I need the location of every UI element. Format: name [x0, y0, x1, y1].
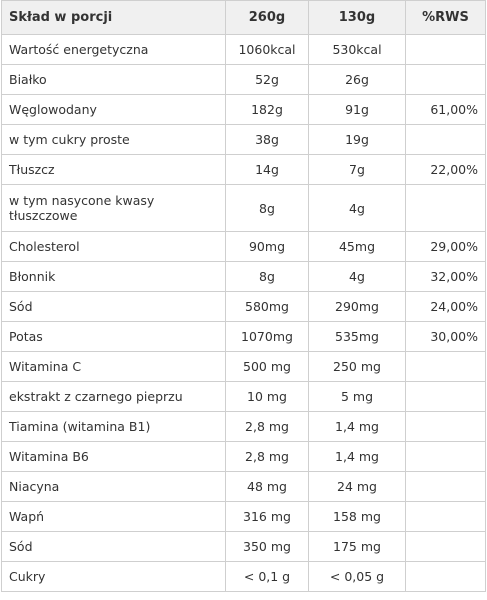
- table-cell: 2,8 mg: [225, 411, 309, 442]
- table-cell: [405, 471, 486, 502]
- table-cell: 7g: [308, 154, 406, 185]
- table-cell: 52g: [225, 64, 309, 95]
- table-cell: 29,00%: [405, 231, 486, 262]
- table-row: Tiamina (witamina B1) 2,8 mg 1,4 mg: [1, 411, 486, 442]
- header-row: Skład w porcji 260g 130g %RWS: [1, 0, 486, 35]
- table-row: Błonnik 8g 4g 32,00%: [1, 261, 486, 292]
- header-cell: Skład w porcji: [1, 0, 226, 35]
- table-cell: Błonnik: [1, 261, 226, 292]
- table-cell: 1,4 mg: [308, 441, 406, 472]
- table-cell: 1060kcal: [225, 34, 309, 65]
- table-cell: 26g: [308, 64, 406, 95]
- table-cell: Tłuszcz: [1, 154, 226, 185]
- table-cell: 30,00%: [405, 321, 486, 352]
- table-cell: [405, 124, 486, 155]
- table-row: Potas 1070mg 535mg 30,00%: [1, 321, 486, 352]
- table-cell: 90mg: [225, 231, 309, 262]
- table-cell: 22,00%: [405, 154, 486, 185]
- table-row: Niacyna 48 mg 24 mg: [1, 471, 486, 502]
- table-cell: Sód: [1, 531, 226, 562]
- table-cell: 24 mg: [308, 471, 406, 502]
- table-cell: 4g: [308, 261, 406, 292]
- table-row: Wapń 316 mg 158 mg: [1, 501, 486, 532]
- table-cell: 500 mg: [225, 351, 309, 382]
- table-row: Witamina B6 2,8 mg 1,4 mg: [1, 441, 486, 472]
- table-cell: 580mg: [225, 291, 309, 322]
- table-cell: 250 mg: [308, 351, 406, 382]
- table-cell: 158 mg: [308, 501, 406, 532]
- table-cell: Potas: [1, 321, 226, 352]
- table-cell: 316 mg: [225, 501, 309, 532]
- header-cell: 260g: [225, 0, 309, 35]
- table-cell: 182g: [225, 94, 309, 125]
- table-cell: Wapń: [1, 501, 226, 532]
- table-cell: 535mg: [308, 321, 406, 352]
- table-cell: 5 mg: [308, 381, 406, 412]
- table-cell: 8g: [225, 184, 309, 232]
- table-cell: 91g: [308, 94, 406, 125]
- table-row: Wartość energetyczna 1060kcal 530kcal: [1, 34, 486, 65]
- table-row: Cholesterol 90mg 45mg 29,00%: [1, 231, 486, 262]
- table-cell: Sód: [1, 291, 226, 322]
- table-cell: 32,00%: [405, 261, 486, 292]
- table-cell: [405, 441, 486, 472]
- table-cell: w tym cukry proste: [1, 124, 226, 155]
- table-cell: [405, 34, 486, 65]
- header-cell: 130g: [308, 0, 406, 35]
- table-cell: [405, 561, 486, 592]
- table-cell: 19g: [308, 124, 406, 155]
- header-cell: %RWS: [405, 0, 486, 35]
- table-cell: ekstrakt z czarnego pieprzu: [1, 381, 226, 412]
- table-cell: 350 mg: [225, 531, 309, 562]
- table-cell: 48 mg: [225, 471, 309, 502]
- table-row: Sód 350 mg 175 mg: [1, 531, 486, 562]
- table-cell: 24,00%: [405, 291, 486, 322]
- table-cell: 61,00%: [405, 94, 486, 125]
- table-body: Wartość energetyczna 1060kcal 530kcal Białk…: [1, 34, 486, 592]
- table-cell: Węglowodany: [1, 94, 226, 125]
- table-cell: < 0,05 g: [308, 561, 406, 592]
- table-cell: Witamina B6: [1, 441, 226, 472]
- table-row: Cukry < 0,1 g < 0,05 g: [1, 561, 486, 592]
- table-cell: 14g: [225, 154, 309, 185]
- table-cell: Białko: [1, 64, 226, 95]
- table-cell: 175 mg: [308, 531, 406, 562]
- table-row: ekstrakt z czarnego pieprzu 10 mg 5 mg: [1, 381, 486, 412]
- table-row: Węglowodany 182g 91g 61,00%: [1, 94, 486, 125]
- table-row: Sód 580mg 290mg 24,00%: [1, 291, 486, 322]
- table-cell: Cholesterol: [1, 231, 226, 262]
- table-cell: 10 mg: [225, 381, 309, 412]
- table-cell: 530kcal: [308, 34, 406, 65]
- table-cell: 1070mg: [225, 321, 309, 352]
- table-cell: Witamina C: [1, 351, 226, 382]
- table-cell: Cukry: [1, 561, 226, 592]
- table-row: Witamina C 500 mg 250 mg: [1, 351, 486, 382]
- table-row: w tym nasycone kwasy tłuszczowe 8g 4g: [1, 184, 486, 232]
- table-cell: 4g: [308, 184, 406, 232]
- table-cell: 290mg: [308, 291, 406, 322]
- table-row: Tłuszcz 14g 7g 22,00%: [1, 154, 486, 185]
- table-cell: [405, 501, 486, 532]
- table-row: w tym cukry proste 38g 19g: [1, 124, 486, 155]
- table-cell: [405, 531, 486, 562]
- table-cell: [405, 381, 486, 412]
- table-row: Białko 52g 26g: [1, 64, 486, 95]
- table-cell: [405, 351, 486, 382]
- table-cell: < 0,1 g: [225, 561, 309, 592]
- table-cell: 2,8 mg: [225, 441, 309, 472]
- table-cell: Wartość energetyczna: [1, 34, 226, 65]
- table-cell: 8g: [225, 261, 309, 292]
- table-cell: [405, 64, 486, 95]
- table-cell: Niacyna: [1, 471, 226, 502]
- table-cell: [405, 411, 486, 442]
- table-cell: 38g: [225, 124, 309, 155]
- table-cell: Tiamina (witamina B1): [1, 411, 226, 442]
- table-cell: 45mg: [308, 231, 406, 262]
- table-cell: [405, 184, 486, 232]
- table-cell: 1,4 mg: [308, 411, 406, 442]
- table-cell: w tym nasycone kwasy tłuszczowe: [1, 184, 226, 232]
